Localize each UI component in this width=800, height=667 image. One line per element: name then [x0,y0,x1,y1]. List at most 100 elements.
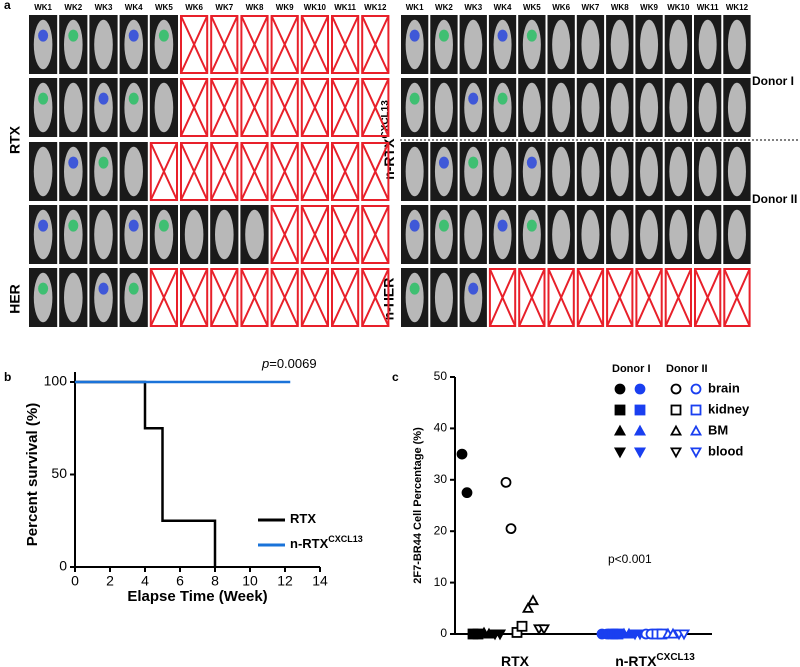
signal [128,219,139,232]
signal [98,282,109,295]
cross [240,268,269,327]
empty-slot [300,205,329,264]
legend-marker [614,383,626,395]
y-tick-label: 10 [434,575,448,589]
mouse-body [640,19,659,70]
mouse-body [493,209,512,260]
mouse-body [727,19,746,70]
week-label: WK6 [185,3,203,12]
mouse-body [434,146,453,197]
mouse-body [94,82,113,133]
mouse-body [94,146,113,197]
cross [331,268,360,327]
mouse-body [581,209,600,260]
mouse-body [405,209,424,260]
mouse-body [464,146,483,197]
mouse-body [698,146,717,197]
cross [180,142,209,201]
cross [361,205,390,264]
mouse-body [124,146,144,197]
empty-slot [635,268,663,327]
cross [210,15,239,74]
cross [723,268,751,327]
cross [694,268,722,327]
empty-slot [723,268,751,327]
empty-slot [331,78,360,137]
panel-label: c [392,370,399,384]
signal [409,219,420,232]
x-tick-label: 8 [211,573,219,589]
week-label: WK2 [435,3,453,12]
empty-slot [149,142,179,201]
data-point [521,601,535,613]
signal [497,29,508,42]
mouse-body [552,209,571,260]
y-tick-label: 50 [434,369,448,383]
empty-slot [331,268,360,327]
week-label: WK12 [364,3,387,12]
signal [128,29,139,42]
mouse-body [405,82,424,133]
week-label: WK1 [34,3,52,12]
mouse-body [640,82,659,133]
x-tick-label: 2 [106,573,114,589]
mouse-body [610,146,629,197]
p-symbol: p [261,356,269,371]
cross [300,268,329,327]
legend-entry: n-RTXCXCL13 [290,534,363,551]
legend-marker [690,383,702,395]
mouse-body [94,272,113,323]
mouse-body [434,272,453,323]
empty-slot [300,15,329,74]
empty-slot [488,268,517,327]
signal [38,92,49,105]
empty-slot [664,268,693,327]
legend-entry: brain [708,380,740,395]
empty-slot [331,15,360,74]
legend-marker [633,424,647,436]
mouse-body [640,146,659,197]
cross [361,268,390,327]
empty-slot [270,15,299,74]
week-label: WK12 [726,3,749,12]
mouse-body [63,272,83,323]
signal [98,92,109,105]
mouse-body [552,82,571,133]
mouse-body [154,19,174,70]
mouse-body [464,272,483,323]
week-label: WK4 [494,3,512,12]
legend-marker [689,447,703,459]
cross [180,15,209,74]
week-label: WK7 [215,3,233,12]
empty-slot [180,78,209,137]
empty-slot [149,268,179,327]
legend-entry: BM [708,422,728,437]
cross [331,205,360,264]
signal [526,156,537,169]
mouse-body [727,209,746,260]
mouse-body [552,146,571,197]
x-axis-title: Elapse Time (Week) [127,588,267,605]
y-tick-label: 0 [59,558,67,574]
donor-label: Donor II [752,192,797,206]
mouse-body [610,19,629,70]
empty-slot [694,268,722,327]
legend-marker [669,424,683,436]
empty-slot [300,268,329,327]
signal [468,92,479,105]
legend-marker [613,424,627,436]
cross [300,205,329,264]
mouse-body [610,82,629,133]
mouse-body [33,82,53,133]
week-label: WK9 [640,3,658,12]
cross [240,142,269,201]
data-point [456,448,468,460]
mouse-body [669,146,688,197]
p-value: =0.0069 [269,356,316,371]
mouse-body [698,82,717,133]
mouse-body [405,19,424,70]
week-label: WK11 [697,3,719,12]
empty-slot [240,78,269,137]
mouse-body [522,19,541,70]
cross [240,15,269,74]
